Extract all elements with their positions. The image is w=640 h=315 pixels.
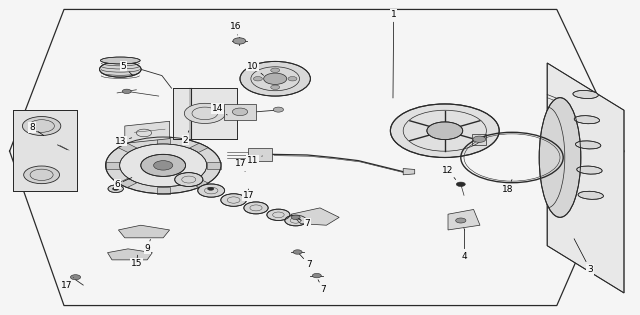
Text: 7: 7 [318,280,326,294]
Polygon shape [118,178,137,188]
Text: 4: 4 [462,230,467,261]
Polygon shape [248,148,272,161]
Circle shape [273,107,284,112]
Circle shape [184,103,225,123]
Ellipse shape [100,61,141,77]
Polygon shape [189,178,209,188]
Text: 17: 17 [243,189,254,200]
Ellipse shape [100,57,140,64]
Polygon shape [106,162,120,169]
Circle shape [108,185,124,192]
Text: 18: 18 [502,180,513,193]
Text: 2: 2 [183,131,189,145]
Polygon shape [157,137,170,144]
Polygon shape [189,143,209,152]
Circle shape [106,137,221,194]
Polygon shape [291,208,339,225]
Text: 11: 11 [247,156,262,165]
Circle shape [271,68,280,72]
Polygon shape [125,121,170,143]
Polygon shape [224,104,256,120]
Ellipse shape [573,90,598,99]
Circle shape [221,194,246,206]
Circle shape [271,85,280,89]
Circle shape [291,215,300,220]
Circle shape [244,202,268,214]
Circle shape [232,108,248,116]
Circle shape [390,104,499,158]
Circle shape [285,215,307,226]
Polygon shape [173,88,237,139]
Text: 17: 17 [235,159,246,172]
Text: 6: 6 [115,178,132,189]
Circle shape [293,250,302,254]
Text: 13: 13 [115,137,132,146]
Circle shape [203,185,218,192]
Polygon shape [118,225,170,238]
Polygon shape [118,143,137,152]
Ellipse shape [575,141,601,149]
Ellipse shape [574,116,600,124]
Circle shape [456,218,466,223]
Circle shape [113,187,119,190]
Polygon shape [448,209,480,230]
Circle shape [240,61,310,96]
Circle shape [70,275,81,280]
Text: 17: 17 [61,278,74,289]
Text: 14: 14 [212,104,227,115]
Circle shape [154,161,173,170]
Polygon shape [403,169,415,175]
Text: 10: 10 [247,62,264,75]
Text: 9: 9 [145,239,150,253]
Text: 8: 8 [29,123,44,135]
Polygon shape [207,162,221,169]
Circle shape [22,117,61,135]
Circle shape [253,77,262,81]
Text: 7: 7 [300,254,312,269]
Circle shape [24,166,60,184]
Text: 1: 1 [391,10,396,98]
Circle shape [312,273,321,278]
Circle shape [456,182,465,186]
Polygon shape [472,134,486,145]
Polygon shape [13,110,77,191]
Circle shape [141,154,186,176]
Circle shape [233,38,246,44]
Text: 15: 15 [131,255,142,267]
Circle shape [120,144,207,187]
Circle shape [267,209,290,220]
Ellipse shape [577,166,602,174]
Ellipse shape [578,191,604,199]
Text: 5: 5 [121,62,132,75]
Circle shape [473,136,486,142]
Polygon shape [108,249,152,260]
Text: 12: 12 [442,166,456,180]
Circle shape [122,89,131,94]
Ellipse shape [540,98,581,217]
Polygon shape [547,63,624,293]
Polygon shape [157,187,170,194]
Text: 7: 7 [298,219,310,228]
Text: 16: 16 [230,22,241,35]
Text: 3: 3 [574,239,593,274]
Circle shape [264,73,287,84]
Circle shape [207,187,214,190]
Circle shape [175,173,203,186]
Circle shape [288,77,297,81]
Circle shape [198,184,225,197]
Circle shape [427,122,463,140]
